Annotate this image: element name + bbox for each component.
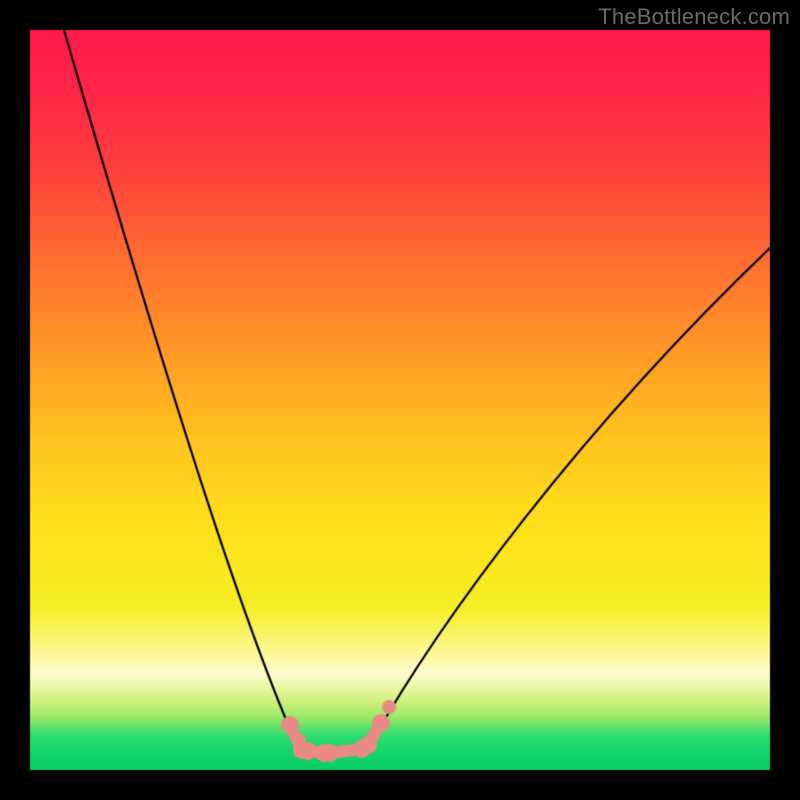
bottleneck-chart: TheBottleneck.com (0, 0, 800, 800)
watermark-label: TheBottleneck.com (598, 4, 790, 30)
chart-canvas (0, 0, 800, 800)
